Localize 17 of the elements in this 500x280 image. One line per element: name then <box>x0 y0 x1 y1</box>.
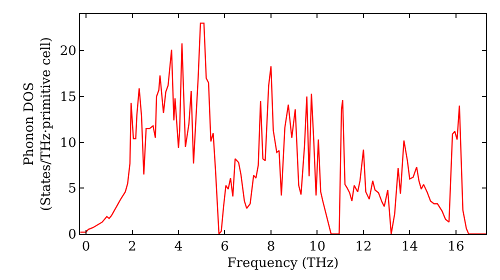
x-axis-title: Frequency (THz) <box>227 256 339 272</box>
x-tick-label: 0 <box>82 240 90 255</box>
x-tick-label: 14 <box>401 240 418 255</box>
x-tick-label: 10 <box>308 240 326 255</box>
x-tick-label: 12 <box>355 240 372 255</box>
y-axis-title: Phonon DOS (States/THz·primitive cell) <box>22 36 54 212</box>
x-tick-label: 6 <box>220 240 229 255</box>
line-series <box>80 22 486 234</box>
x-tick-label: 8 <box>266 240 276 255</box>
x-tick-label: 4 <box>174 240 183 255</box>
x-tick-label: 16 <box>448 240 464 255</box>
y-tick-label: 10 <box>60 136 76 151</box>
y-tick-label: 15 <box>60 90 76 106</box>
y-tick-label: 0 <box>68 228 76 243</box>
x-tick-label: 2 <box>128 240 136 255</box>
y-tick-label: 5 <box>68 182 76 197</box>
y-tick-label: 20 <box>60 44 76 60</box>
